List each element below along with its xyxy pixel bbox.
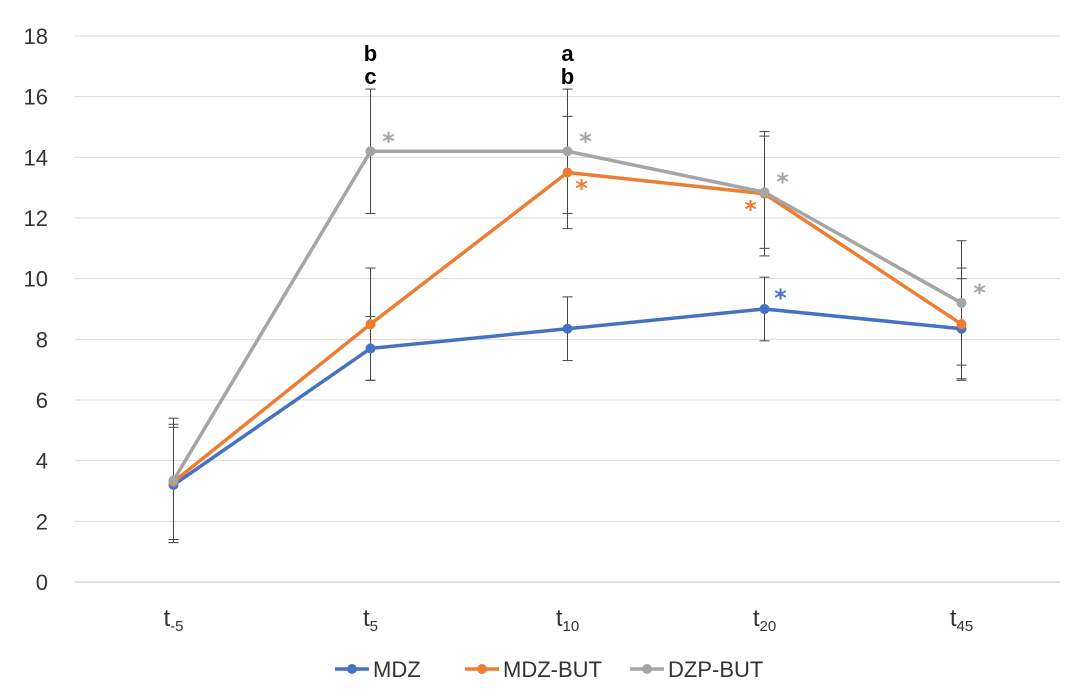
x-tick-base: t <box>556 605 563 632</box>
data-points <box>168 146 967 490</box>
significance-letter: c <box>364 64 376 89</box>
y-axis-ticks: 0 2 4 6 8 10 12 14 16 18 <box>24 24 48 595</box>
legend-marker <box>347 664 357 674</box>
data-point-mdz <box>365 343 376 354</box>
legend-item-mdz-but: MDZ-BUT <box>465 657 602 682</box>
significance-letter: b <box>364 41 377 66</box>
y-tick-label: 8 <box>36 327 48 352</box>
significance-star: * <box>744 196 757 224</box>
x-tick-label: t5 <box>363 605 378 635</box>
legend-marker <box>477 664 487 674</box>
data-point-dzp-but <box>562 146 573 157</box>
x-tick-label: t45 <box>950 605 973 635</box>
significance-letter: a <box>561 41 574 66</box>
y-tick-label: 0 <box>36 570 48 595</box>
x-axis: t-5 t5 t10 t20 t45 <box>163 605 973 635</box>
significance-letter: b <box>561 64 574 89</box>
data-point-dzp-but <box>956 297 967 308</box>
significance-star: * <box>973 279 986 307</box>
x-tick-subscript: -5 <box>170 618 183 635</box>
y-tick-label: 10 <box>24 267 48 292</box>
data-point-dzp-but <box>168 475 179 486</box>
x-tick-label: t20 <box>753 605 776 635</box>
significance-star: * <box>774 284 787 312</box>
data-point-mdz <box>562 323 573 334</box>
x-tick-base: t <box>753 605 760 632</box>
x-tick-base: t <box>163 605 170 632</box>
x-tick-subscript: 5 <box>370 618 378 635</box>
y-tick-label: 6 <box>36 388 48 413</box>
significance-star: * <box>776 168 789 196</box>
significance-star: * <box>575 175 588 203</box>
y-tick-label: 18 <box>24 24 48 49</box>
x-tick-label: t10 <box>556 605 579 635</box>
data-point-dzp-but <box>365 146 376 157</box>
data-point-mdz <box>759 304 770 314</box>
data-point-mdz-but <box>956 319 967 330</box>
legend: MDZ MDZ-BUT DZP-BUT <box>335 657 763 682</box>
x-tick-base: t <box>363 605 370 632</box>
x-tick-base: t <box>950 605 957 632</box>
x-tick-subscript: 45 <box>956 618 973 635</box>
x-tick-label: t-5 <box>163 605 183 635</box>
significance-star: * <box>579 127 592 155</box>
legend-item-dzp-but: DZP-BUT <box>630 657 763 682</box>
y-tick-label: 16 <box>24 85 48 110</box>
y-tick-label: 2 <box>36 509 48 534</box>
legend-label: MDZ-BUT <box>503 657 602 682</box>
legend-marker <box>642 664 652 674</box>
significance-star: * <box>382 127 395 155</box>
legend-label: MDZ <box>373 657 421 682</box>
data-point-mdz-but <box>365 319 376 330</box>
y-tick-label: 4 <box>36 449 48 474</box>
data-point-mdz-but <box>562 167 573 178</box>
x-tick-subscript: 10 <box>562 618 579 635</box>
x-tick-subscript: 20 <box>759 618 776 635</box>
data-point-dzp-but <box>759 187 770 198</box>
legend-item-mdz: MDZ <box>335 657 421 682</box>
y-tick-label: 12 <box>24 206 48 231</box>
y-tick-label: 14 <box>24 145 48 170</box>
legend-label: DZP-BUT <box>668 657 763 682</box>
